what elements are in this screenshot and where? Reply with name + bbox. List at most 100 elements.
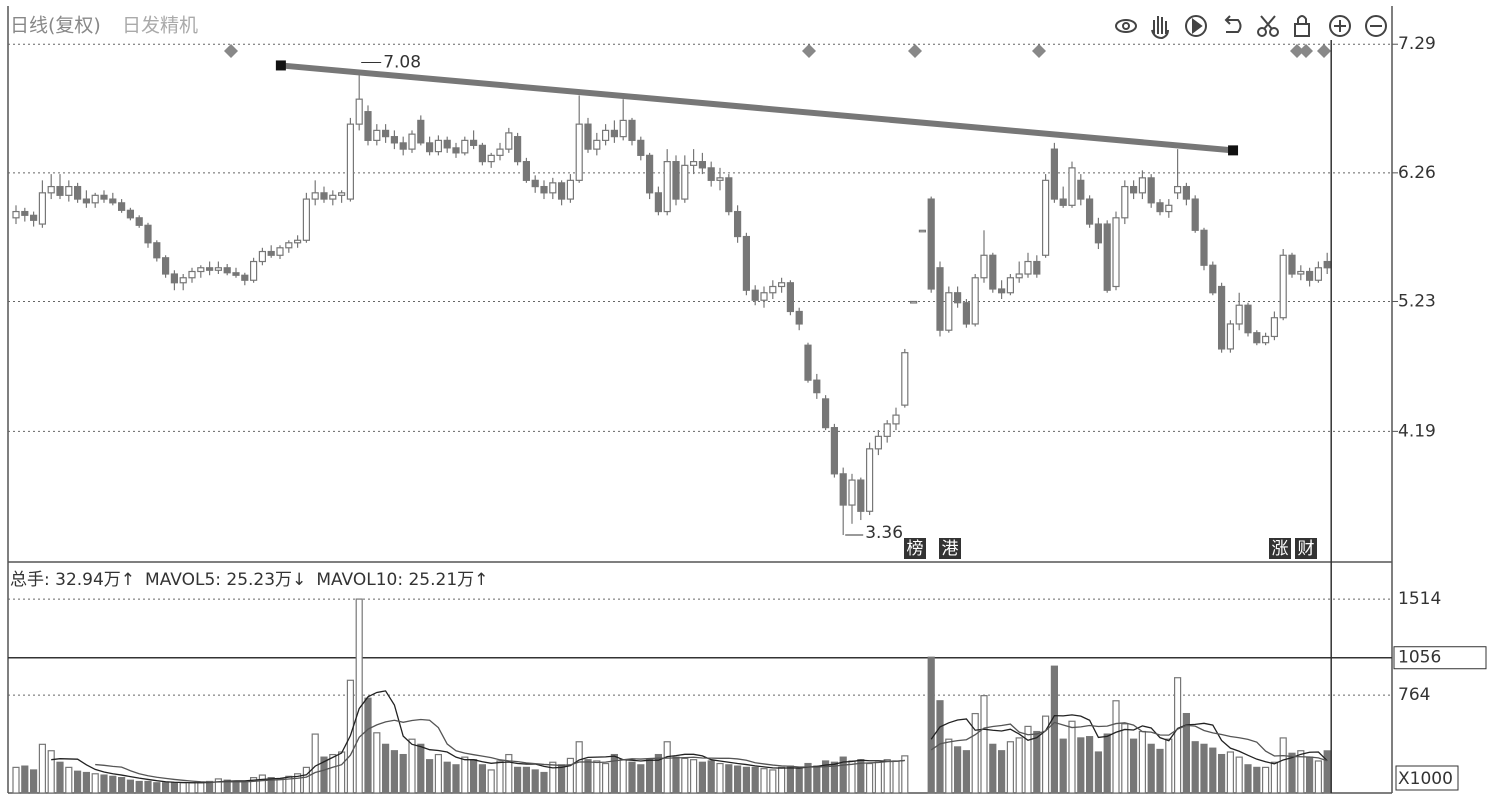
candle-body [1209, 264, 1217, 294]
event-diamond[interactable] [1032, 44, 1046, 58]
candle-body [1138, 177, 1147, 194]
volume-bar [945, 738, 953, 794]
candle-body [628, 119, 636, 141]
play-icon[interactable] [1185, 15, 1207, 37]
event-diamond[interactable] [802, 44, 816, 58]
volume-bar [408, 738, 416, 794]
candle-body [390, 136, 398, 144]
candle-body [962, 302, 971, 325]
volume-bar [637, 764, 645, 794]
volume-bar [443, 761, 451, 794]
candle-body [804, 344, 812, 381]
candle-body [795, 310, 803, 325]
volume-bar [390, 750, 398, 794]
candle-body [426, 142, 434, 153]
candle-body [188, 270, 196, 279]
candle-body [522, 161, 531, 181]
candle-body [355, 98, 363, 125]
volume-bar [1112, 700, 1120, 794]
volume-bar [980, 695, 988, 794]
candle-body [153, 242, 161, 259]
lock-icon[interactable] [1294, 15, 1310, 37]
volume-bar [452, 764, 460, 794]
cut-icon[interactable] [1257, 15, 1279, 37]
candle-body [1094, 223, 1103, 244]
volume-bar [892, 760, 900, 794]
candle-body [12, 210, 20, 219]
volume-bar [1006, 741, 1015, 794]
eye-icon[interactable] [1115, 19, 1137, 33]
candle-body [927, 198, 935, 290]
candle-body [698, 161, 707, 169]
volume-bar [56, 761, 64, 794]
volume-bar [12, 766, 20, 794]
event-diamond[interactable] [1317, 44, 1331, 58]
candle-body [654, 192, 663, 213]
candle-body [830, 427, 839, 475]
candle-body [82, 198, 91, 204]
volume-bar [126, 779, 135, 794]
candle-body [1226, 323, 1235, 350]
event-diamond[interactable] [908, 44, 922, 58]
y-tick-label: 1514 [1398, 589, 1441, 609]
candle-body [311, 192, 319, 200]
y-tick-label: 764 [1398, 685, 1430, 705]
event-diamond[interactable] [1290, 44, 1304, 58]
candle-body [223, 267, 231, 274]
volume-bar [1050, 665, 1059, 794]
volume-bar [751, 766, 759, 794]
candle-body [901, 352, 909, 406]
hand-icon[interactable] [1151, 16, 1169, 40]
candle-body [689, 161, 698, 166]
volume-bar [1173, 677, 1182, 794]
candle-body [619, 119, 627, 138]
candle-body [1015, 273, 1023, 279]
volume-bar [901, 755, 909, 794]
candle-body [1041, 179, 1050, 256]
candle-body [821, 398, 830, 429]
candle-body [980, 254, 988, 279]
legend-entry: MAVOL5: 25.23万↓ [145, 570, 306, 590]
min-label: 3.36 [865, 523, 903, 543]
volume-bar [338, 751, 346, 794]
volume-bar [1024, 725, 1032, 794]
event-box[interactable] [1295, 538, 1317, 559]
event-markers [224, 44, 1331, 58]
candle-body [865, 448, 874, 512]
candle-body [892, 414, 900, 425]
candle-body [1200, 229, 1208, 266]
candle-body [1297, 270, 1305, 275]
volume-bar [716, 762, 724, 794]
volume-bar [584, 759, 592, 794]
volume-bar [795, 768, 803, 794]
candle-body [443, 139, 451, 149]
candle-body [109, 198, 117, 204]
candle-body [857, 479, 865, 512]
volume-bar [760, 768, 768, 794]
candle-body [1156, 202, 1164, 213]
candle-body [56, 185, 64, 196]
event-box[interactable] [1269, 538, 1291, 559]
volume-bar [461, 756, 469, 794]
volume-bar [487, 769, 495, 794]
candle-body [162, 257, 170, 275]
undo-icon[interactable] [1224, 15, 1242, 33]
zoom-out-icon[interactable] [1365, 15, 1387, 37]
candle-body [1182, 185, 1191, 200]
candle-body [1121, 185, 1129, 219]
event-box[interactable] [939, 538, 961, 559]
volume-bar [575, 741, 583, 794]
volume-legend: 总手: 32.94万↑ MAVOL5: 25.23万↓ MAVOL10: 25.21… [10, 570, 488, 590]
event-diamond[interactable] [224, 44, 238, 58]
candle-body [1305, 270, 1314, 281]
legend-entry: 总手: 32.94万↑ [10, 570, 135, 590]
event-box[interactable] [904, 538, 926, 559]
volume-bar [135, 780, 143, 794]
candle-body [918, 229, 927, 233]
volume-bar [73, 770, 82, 794]
candle-body [786, 282, 795, 313]
candle-body [513, 136, 522, 163]
event-diamond[interactable] [1299, 44, 1313, 58]
candle-body [258, 250, 266, 263]
zoom-in-icon[interactable] [1329, 15, 1351, 37]
